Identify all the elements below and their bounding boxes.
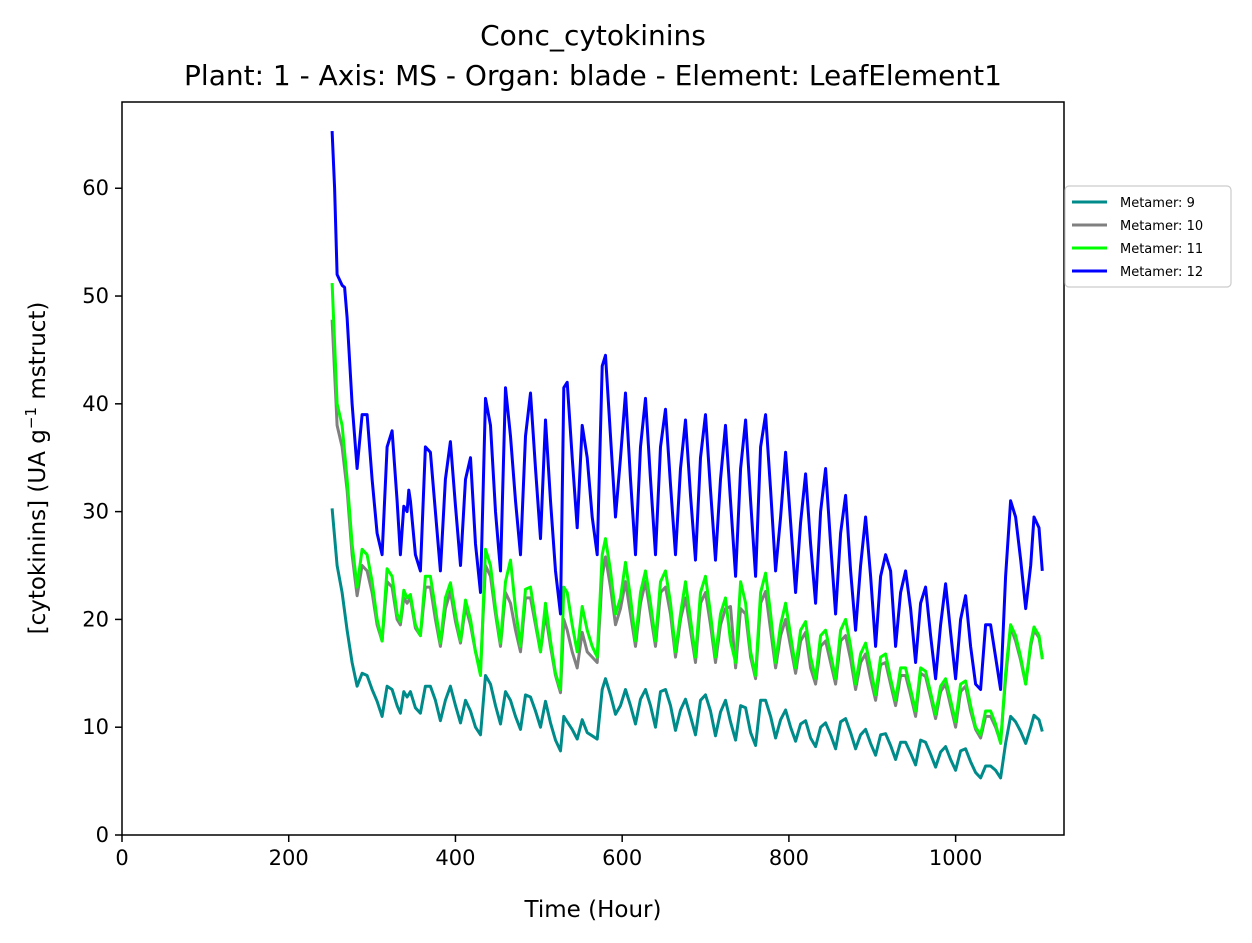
plot-area <box>121 101 1065 836</box>
chart-subtitle: Plant: 1 - Axis: MS - Organ: blade - Ele… <box>184 59 1002 92</box>
legend: Metamer: 9 Metamer: 10 Metamer: 11 Metamer:… <box>1064 185 1232 288</box>
y-tick-label: 50 <box>82 284 109 308</box>
y-axis-label-main: [cytokinins] (UA g <box>25 429 51 634</box>
series-group <box>330 131 1044 780</box>
y-tick-label: 40 <box>82 392 109 416</box>
y-axis-label-sup: −1 <box>22 407 40 429</box>
x-tick-label: 400 <box>435 846 475 870</box>
x-axis: 0 200 400 600 800 1000 <box>115 835 982 870</box>
y-axis-label-tail: mstruct) <box>25 302 51 407</box>
y-tick-label: 20 <box>82 607 109 631</box>
series-line-1 <box>330 508 1044 780</box>
series-line-4 <box>330 131 1044 691</box>
y-tick-label: 30 <box>82 500 109 524</box>
series-line-2 <box>330 319 1044 744</box>
plot-frame <box>121 101 1065 836</box>
y-tick-label: 60 <box>82 176 109 200</box>
x-tick-label: 0 <box>115 846 128 870</box>
legend-label-1: Metamer: 9 <box>1120 196 1195 211</box>
y-axis-label: [cytokinins] (UA g−1 mstruct) <box>22 302 51 635</box>
y-tick-label: 10 <box>82 715 109 739</box>
legend-label-3: Metamer: 11 <box>1120 242 1203 257</box>
series-line-3 <box>330 283 1044 745</box>
y-tick-label: 0 <box>96 823 109 847</box>
x-tick-label: 1000 <box>929 846 982 870</box>
chart-title: Conc_cytokinins <box>480 19 706 52</box>
legend-label-4: Metamer: 12 <box>1120 265 1203 280</box>
legend-frame <box>1064 185 1232 288</box>
x-tick-label: 200 <box>269 846 309 870</box>
y-axis: 0 10 20 30 40 50 60 <box>82 176 122 847</box>
legend-label-2: Metamer: 10 <box>1120 219 1203 234</box>
x-tick-label: 800 <box>769 846 809 870</box>
x-axis-label: Time (Hour) <box>524 897 662 923</box>
x-tick-label: 600 <box>602 846 642 870</box>
